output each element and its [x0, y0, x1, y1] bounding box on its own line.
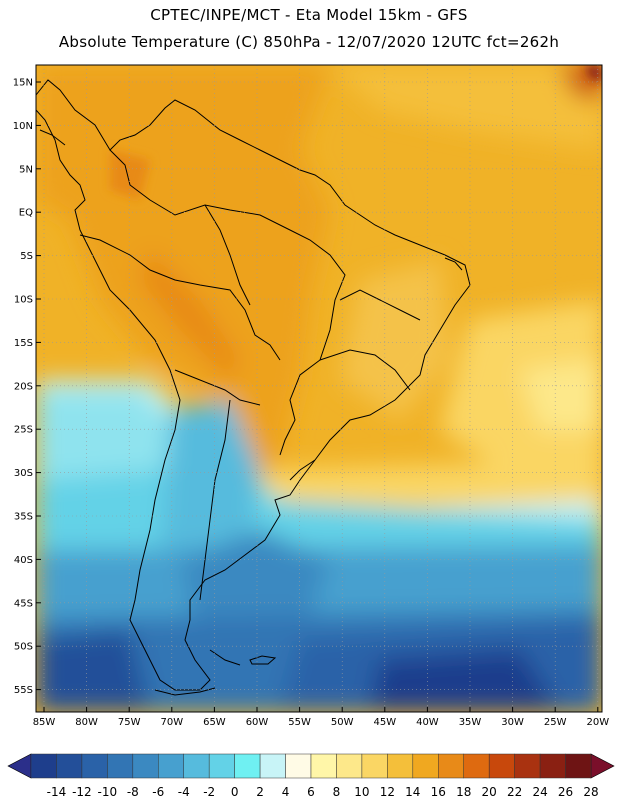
colorbar-swatch	[285, 753, 312, 779]
colorbar-swatch	[208, 753, 235, 779]
colorbar-label: 28	[583, 785, 598, 799]
lon-label: 85W	[33, 717, 56, 728]
colorbar-swatch	[310, 753, 337, 779]
colorbar	[7, 753, 615, 779]
colorbar-label: -14	[47, 785, 67, 799]
colorbar-label: 10	[354, 785, 369, 799]
colorbar-label: -2	[203, 785, 215, 799]
lon-label: 45W	[373, 717, 396, 728]
lon-label: 60W	[246, 717, 269, 728]
lat-label: 25S	[14, 425, 33, 436]
latitude-labels: 15N 10N 5N EQ 5S 10S 15S 20S 25S 30S 35S 40S 45S 50S 5…	[13, 78, 33, 697]
colorbar-label: 18	[456, 785, 471, 799]
colorbar-swatch	[132, 753, 159, 779]
colorbar-swatch	[387, 753, 414, 779]
colorbar-label: 6	[307, 785, 315, 799]
colorbar-swatch	[412, 753, 439, 779]
colorbar-swatch	[56, 753, 83, 779]
lat-label: 35S	[14, 512, 33, 523]
colorbar-label: 2	[256, 785, 264, 799]
title-line-1: CPTEC/INPE/MCT - Eta Model 15km - GFS	[150, 6, 468, 24]
colorbar-label: -12	[72, 785, 92, 799]
colorbar-swatch	[259, 753, 286, 779]
lat-label: 5S	[20, 251, 33, 262]
lat-label: 30S	[14, 468, 33, 479]
lon-label: 70W	[160, 717, 183, 728]
colorbar-label: 20	[482, 785, 497, 799]
colorbar-label: 0	[231, 785, 239, 799]
lat-label: 20S	[14, 381, 33, 392]
colorbar-swatch	[234, 753, 261, 779]
lon-label: 80W	[75, 717, 98, 728]
lon-label: 65W	[203, 717, 226, 728]
colorbar-swatch	[30, 753, 57, 779]
colorbar-swatch	[158, 753, 184, 779]
colorbar-swatch	[488, 753, 515, 779]
colorbar-labels: -14 -12 -10 -8 -6 -4 -2 0 2 4 6 8 10 12 14 16 18 20 22 24 26…	[47, 785, 599, 799]
colorbar-label: 8	[333, 785, 341, 799]
lat-label: EQ	[19, 208, 33, 219]
colorbar-label: 14	[405, 785, 420, 799]
title-line-2: Absolute Temperature (C) 850hPa - 12/07/…	[58, 33, 560, 51]
lat-label: 10S	[14, 295, 33, 306]
colorbar-arrow-low	[7, 753, 32, 779]
lon-label: 50W	[331, 717, 354, 728]
lat-label: 50S	[14, 642, 33, 653]
lon-label: 25W	[544, 717, 567, 728]
lon-label: 20W	[586, 717, 609, 728]
lon-label: 30W	[501, 717, 524, 728]
colorbar-swatch	[514, 753, 541, 779]
lat-label: 40S	[14, 555, 33, 566]
colorbar-label: 22	[507, 785, 522, 799]
colorbar-swatch	[336, 753, 363, 779]
colorbar-label: 4	[282, 785, 290, 799]
axis-ticks	[36, 81, 599, 712]
lat-label: 5N	[19, 164, 33, 175]
colorbar-swatch	[438, 753, 464, 779]
coastline	[36, 79, 471, 696]
colorbar-arrow-high	[590, 753, 615, 779]
colorbar-label: -8	[127, 785, 139, 799]
colorbar-swatch	[463, 753, 490, 779]
colorbar-label: 16	[431, 785, 446, 799]
colorbar-label: 26	[558, 785, 573, 799]
lat-label: 55S	[14, 685, 33, 696]
colorbar-swatch	[183, 753, 210, 779]
lat-label: 45S	[14, 598, 33, 609]
temperature-field	[36, 65, 602, 712]
colorbar-label: -6	[152, 785, 164, 799]
lon-label: 40W	[416, 717, 439, 728]
colorbar-label: 12	[380, 785, 395, 799]
lat-label: 15N	[13, 78, 33, 89]
longitude-labels: 85W 80W 75W 70W 65W 60W 55W 50W 45W 40W 35W 30W 25W 2…	[33, 717, 610, 728]
colorbar-label: -10	[98, 785, 118, 799]
lat-label: 15S	[14, 338, 33, 349]
lon-label: 75W	[118, 717, 141, 728]
map-frame	[35, 64, 603, 713]
colorbar-swatch	[361, 753, 388, 779]
colorbar-swatch	[565, 753, 592, 779]
colorbar-label: 24	[532, 785, 547, 799]
colorbar-swatch	[107, 753, 134, 779]
colorbar-label: -4	[178, 785, 190, 799]
lat-label: 10N	[13, 121, 33, 132]
colorbar-swatch	[539, 753, 566, 779]
lon-label: 55W	[288, 717, 311, 728]
colorbar-swatch	[81, 753, 108, 779]
lon-label: 35W	[459, 717, 482, 728]
